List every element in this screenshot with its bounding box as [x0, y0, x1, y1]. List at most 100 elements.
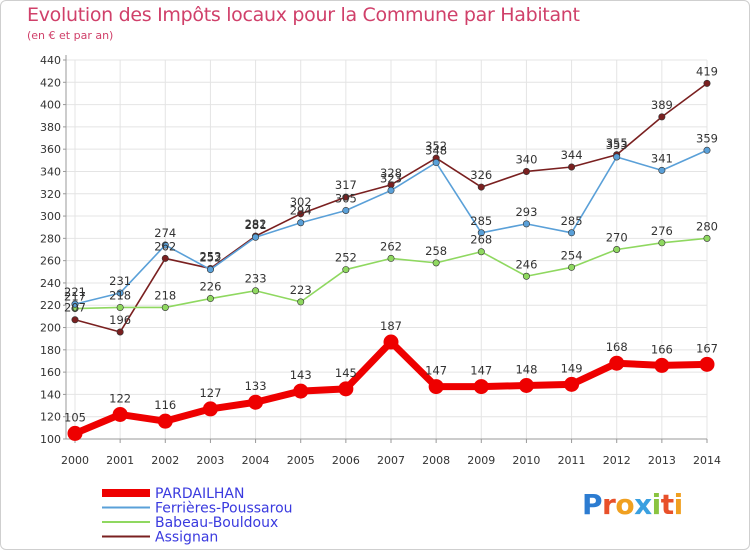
- x-tick-label: 2001: [106, 454, 134, 467]
- series-pardailhan: [67, 334, 715, 441]
- data-label: 231: [109, 274, 131, 288]
- legend-item: Assignan: [102, 530, 218, 546]
- data-point: [522, 167, 530, 175]
- data-label: 344: [561, 148, 583, 162]
- data-label: 359: [696, 131, 718, 145]
- data-point: [568, 163, 576, 171]
- data-point: [703, 146, 711, 154]
- y-tick-label: 420: [40, 76, 61, 89]
- x-tick-label: 2010: [512, 454, 540, 467]
- data-label: 281: [245, 218, 267, 232]
- data-label: 419: [696, 64, 718, 78]
- data-point: [161, 241, 169, 249]
- data-point: [116, 289, 124, 297]
- data-point: [297, 219, 305, 227]
- data-point: [71, 316, 79, 324]
- data-point: [609, 355, 625, 371]
- chart-subtitle: (en € et par an): [27, 29, 114, 42]
- data-label: 262: [154, 239, 176, 253]
- data-label: 252: [199, 251, 221, 265]
- y-tick-label: 320: [40, 188, 61, 201]
- data-label: 145: [335, 366, 357, 380]
- data-point: [338, 381, 354, 397]
- data-point: [477, 183, 485, 191]
- data-label: 280: [696, 219, 718, 233]
- data-label: 323: [380, 171, 402, 185]
- data-point: [522, 220, 530, 228]
- data-label: 302: [290, 195, 312, 209]
- proxiti-logo: Proxiti: [582, 488, 683, 521]
- data-point: [518, 377, 534, 393]
- data-label: 328: [380, 166, 402, 180]
- data-point: [342, 266, 350, 274]
- y-tick-label: 140: [40, 388, 61, 401]
- legend-item: Babeau-Bouldoux: [102, 515, 278, 531]
- x-tick-label: 2008: [422, 454, 450, 467]
- data-point: [568, 263, 576, 271]
- data-point: [383, 334, 399, 350]
- data-point: [116, 328, 124, 336]
- data-label: 389: [651, 98, 673, 112]
- data-point: [157, 413, 173, 429]
- data-label: 105: [64, 410, 86, 424]
- data-label: 221: [64, 285, 86, 299]
- data-point: [703, 79, 711, 87]
- data-point: [522, 272, 530, 280]
- data-label: 262: [380, 239, 402, 253]
- y-tick-label: 160: [40, 366, 61, 379]
- data-point: [248, 394, 264, 410]
- y-tick-label: 300: [40, 210, 61, 223]
- x-tick-label: 2007: [377, 454, 405, 467]
- data-label: 326: [470, 168, 492, 182]
- data-label: 285: [561, 214, 583, 228]
- x-tick-label: 2000: [61, 454, 89, 467]
- data-point: [473, 379, 489, 395]
- data-label: 116: [154, 398, 176, 412]
- data-label: 133: [245, 379, 267, 393]
- data-point: [161, 254, 169, 262]
- data-point: [703, 234, 711, 242]
- x-tick-label: 2011: [558, 454, 586, 467]
- data-label: 223: [290, 283, 312, 297]
- data-label: 122: [109, 391, 131, 405]
- legend-label: Assignan: [155, 530, 218, 546]
- data-label: 282: [245, 217, 267, 231]
- data-point: [297, 298, 305, 306]
- data-point: [342, 206, 350, 214]
- data-label: 253: [199, 249, 221, 263]
- legend: PARDAILHANFerrières-PoussarouBabeau-Boul…: [102, 486, 293, 546]
- data-point: [428, 379, 444, 395]
- x-tick-label: 2002: [151, 454, 179, 467]
- data-label: 305: [335, 191, 357, 205]
- data-label: 258: [425, 244, 447, 258]
- y-tick-label: 340: [40, 165, 61, 178]
- data-label: 353: [606, 138, 628, 152]
- data-label: 246: [515, 257, 537, 271]
- data-point: [613, 246, 621, 254]
- data-point: [252, 287, 260, 295]
- data-label: 218: [154, 288, 176, 302]
- data-label: 196: [109, 313, 131, 327]
- legend-label: Babeau-Bouldoux: [155, 515, 278, 531]
- data-point: [699, 356, 715, 372]
- data-point: [71, 300, 79, 308]
- y-tick-label: 400: [40, 99, 61, 112]
- data-point: [202, 401, 218, 417]
- chart-title: Evolution des Impôts locaux pour la Comm…: [27, 4, 580, 26]
- axes: 100 120 140 160 180 200 220 240 260 280 300 320 340 3…: [40, 54, 721, 467]
- data-point: [432, 159, 440, 167]
- data-point: [206, 266, 214, 274]
- data-point: [568, 229, 576, 237]
- y-tick-label: 360: [40, 143, 61, 156]
- data-point: [387, 254, 395, 262]
- data-label: 340: [515, 152, 537, 166]
- data-label: 274: [154, 226, 176, 240]
- legend-item: Ferrières-Poussarou: [102, 501, 293, 517]
- series-layer: [67, 79, 715, 441]
- data-label: 294: [290, 204, 312, 218]
- y-tick-label: 120: [40, 411, 61, 424]
- data-point: [658, 113, 666, 121]
